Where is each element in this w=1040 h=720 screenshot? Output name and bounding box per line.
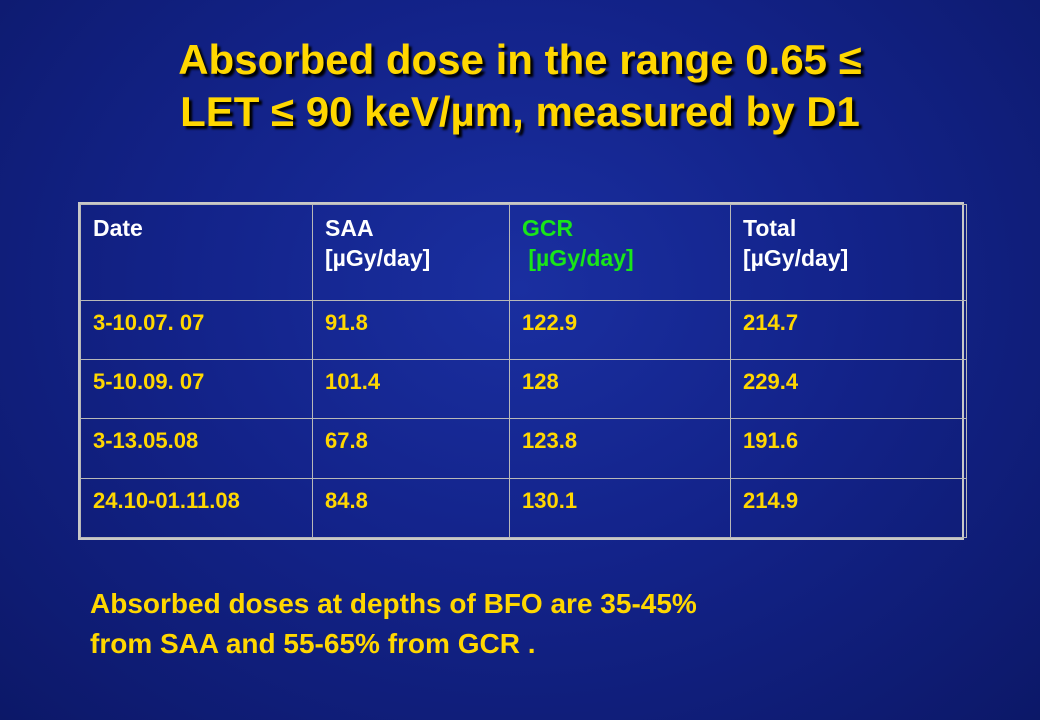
cell-saa: 67.8 bbox=[312, 418, 510, 479]
table-row: 3-10.07. 07 91.8 122.9 214.7 bbox=[80, 299, 967, 360]
header-saa-unit: [µGy/day] bbox=[325, 245, 431, 271]
cell-total: 191.6 bbox=[730, 418, 967, 479]
summary-note: Absorbed doses at depths of BFO are 35-4… bbox=[90, 584, 990, 664]
summary-note-line-1: Absorbed doses at depths of BFO are 35-4… bbox=[90, 588, 697, 619]
cell-saa: 101.4 bbox=[312, 358, 510, 420]
slide-title: Absorbed dose in the range 0.65 ≤ LET ≤ … bbox=[0, 34, 1040, 138]
table-row: 3-13.05.08 67.8 123.8 191.6 bbox=[80, 418, 967, 479]
table-row: 24.10-01.11.08 84.8 130.1 214.9 bbox=[80, 477, 967, 539]
cell-date: 5-10.09. 07 bbox=[80, 358, 313, 420]
cell-total: 214.7 bbox=[730, 299, 967, 360]
dose-table-container: Date SAA [µGy/day] GCR [µGy/day] Total [… bbox=[78, 202, 967, 540]
header-gcr-unit: [µGy/day] bbox=[522, 245, 634, 271]
dose-table: Date SAA [µGy/day] GCR [µGy/day] Total [… bbox=[80, 204, 967, 539]
cell-saa: 84.8 bbox=[312, 477, 510, 539]
table-header-row: Date SAA [µGy/day] GCR [µGy/day] Total [… bbox=[80, 204, 967, 301]
cell-gcr: 128 bbox=[509, 358, 731, 420]
cell-total: 229.4 bbox=[730, 358, 967, 420]
header-gcr-name: GCR bbox=[522, 215, 574, 241]
cell-gcr: 130.1 bbox=[509, 477, 731, 539]
header-saa: SAA [µGy/day] bbox=[312, 204, 510, 301]
cell-gcr: 122.9 bbox=[509, 299, 731, 360]
cell-date: 24.10-01.11.08 bbox=[80, 477, 313, 539]
header-saa-name: SAA bbox=[325, 215, 374, 241]
cell-date: 3-10.07. 07 bbox=[80, 299, 313, 360]
cell-saa: 91.8 bbox=[312, 299, 510, 360]
header-date-name: Date bbox=[93, 215, 143, 241]
table-row: 5-10.09. 07 101.4 128 229.4 bbox=[80, 358, 967, 420]
slide-title-line-2: LET ≤ 90 keV/µm, measured by D1 bbox=[180, 88, 860, 135]
cell-date: 3-13.05.08 bbox=[80, 418, 313, 479]
header-date: Date bbox=[80, 204, 313, 301]
header-total-name: Total bbox=[743, 215, 797, 241]
cell-total: 214.9 bbox=[730, 477, 967, 539]
header-total-unit: [µGy/day] bbox=[743, 245, 849, 271]
summary-note-line-2: from SAA and 55-65% from GCR . bbox=[90, 628, 536, 659]
header-total: Total [µGy/day] bbox=[730, 204, 967, 301]
header-gcr: GCR [µGy/day] bbox=[509, 204, 731, 301]
cell-gcr: 123.8 bbox=[509, 418, 731, 479]
slide-title-line-1: Absorbed dose in the range 0.65 ≤ bbox=[178, 36, 862, 83]
